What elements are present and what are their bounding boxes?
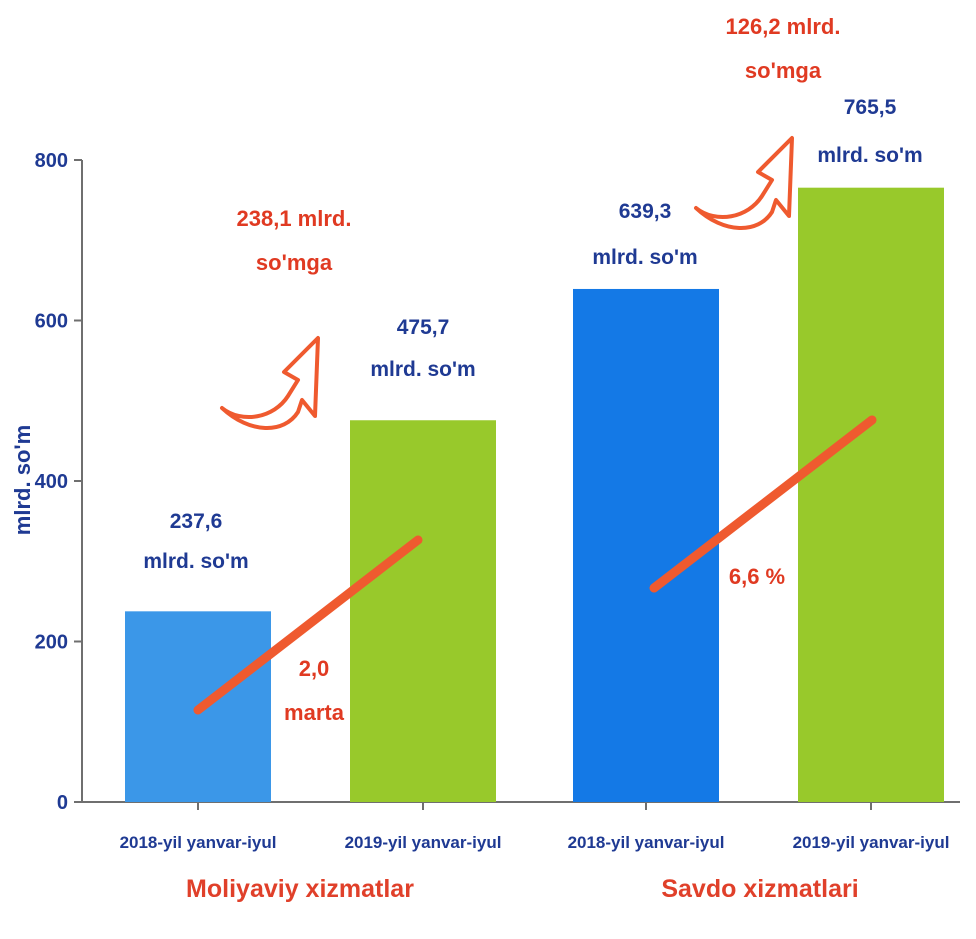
growth-arrow-icon	[694, 136, 794, 230]
increase-amount: 238,1 mlrd.	[237, 206, 352, 231]
value-label-unit: mlrd. so'm	[817, 144, 922, 167]
y-axis-label: mlrd. so'm	[10, 425, 35, 535]
trend-lines	[193, 415, 877, 715]
value-label: 765,5	[844, 96, 897, 119]
growth-label: 6,6 %	[729, 564, 785, 589]
bar	[798, 187, 944, 802]
increase-amount: 126,2 mlrd.	[726, 14, 841, 39]
y-tick-label: 400	[35, 471, 68, 493]
growth-arrows	[220, 136, 794, 430]
bar	[350, 420, 496, 802]
value-label: 475,7	[397, 316, 450, 339]
value-label: 639,3	[619, 200, 672, 223]
value-label: 237,6	[170, 510, 223, 533]
growth-label-unit: marta	[284, 700, 345, 725]
y-tick-label: 600	[35, 311, 68, 333]
increase-annotations: 238,1 mlrd. so'mga 126,2 mlrd. so'mga 2,…	[237, 14, 841, 725]
y-tick-label: 0	[57, 792, 68, 814]
group-label: Moliyaviy xizmatlar	[186, 875, 414, 903]
bars	[125, 187, 944, 802]
y-tick-label: 200	[35, 632, 68, 654]
increase-unit: so'mga	[745, 58, 822, 83]
growth-label: 2,0	[299, 656, 330, 681]
axes: 0 200 400 600 800 2018-yil yanvar-iyul 2019-yi…	[35, 150, 960, 852]
value-label-unit: mlrd. so'm	[592, 246, 697, 269]
x-tick-label: 2019-yil yanvar-iyul	[345, 833, 502, 852]
x-tick-label: 2019-yil yanvar-iyul	[793, 833, 950, 852]
y-tick-label: 800	[35, 150, 68, 172]
value-label-unit: mlrd. so'm	[370, 358, 475, 381]
trend-line	[193, 535, 423, 715]
growth-arrow-icon	[220, 336, 320, 430]
bar	[573, 288, 719, 802]
x-tick-label: 2018-yil yanvar-iyul	[568, 833, 725, 852]
x-tick-label: 2018-yil yanvar-iyul	[120, 833, 277, 852]
value-labels: 237,6 mlrd. so'm 475,7 mlrd. so'm 639,3 …	[143, 96, 922, 573]
increase-unit: so'mga	[256, 250, 333, 275]
trend-line	[649, 415, 877, 593]
group-label: Savdo xizmatlari	[661, 875, 858, 903]
value-label-unit: mlrd. so'm	[143, 550, 248, 573]
